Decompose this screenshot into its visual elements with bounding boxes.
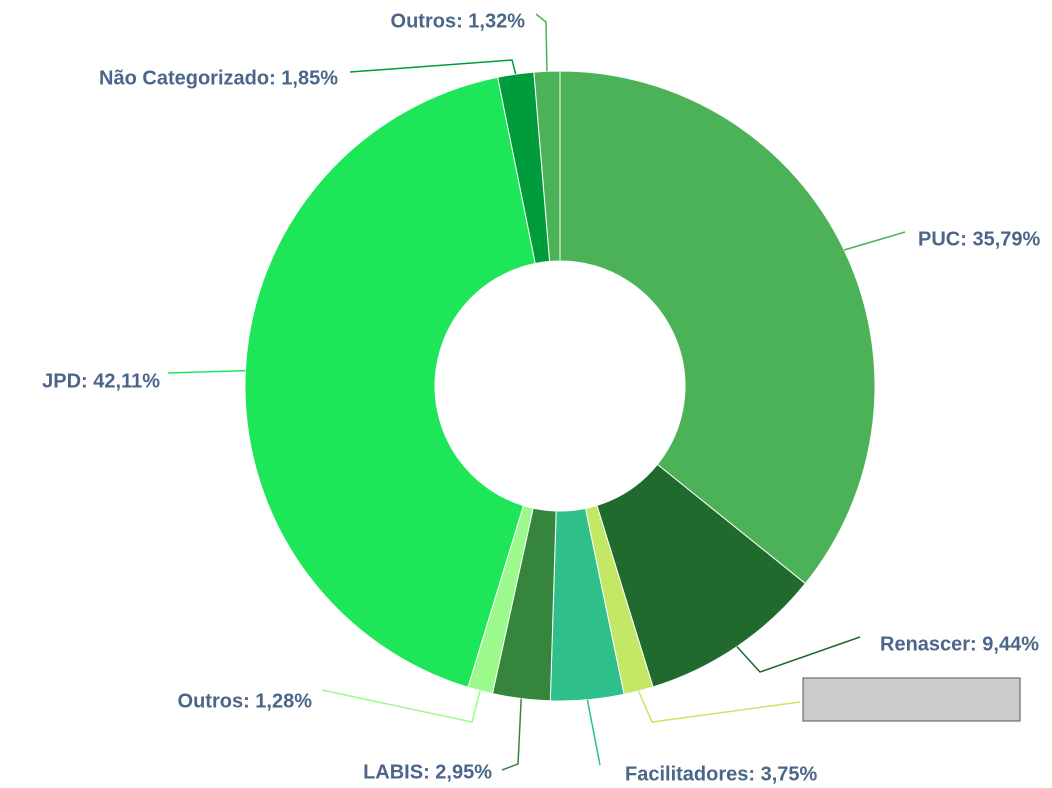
donut-slice bbox=[559, 70, 876, 585]
leader-line bbox=[736, 636, 861, 673]
leader-line bbox=[349, 59, 517, 75]
leader-line bbox=[637, 690, 801, 723]
hidden-label-box bbox=[802, 677, 1021, 722]
slice-label: PUC: 35,79% bbox=[918, 228, 1040, 250]
slice-label: Outros: 1,28% bbox=[178, 690, 313, 712]
donut-slice bbox=[244, 76, 536, 688]
slice-label: Não Categorizado: 1,85% bbox=[99, 67, 338, 89]
slice-label: JPD: 42,11% bbox=[42, 370, 160, 392]
leader-line bbox=[535, 13, 548, 72]
slice-label: Facilitadores: 3,75% bbox=[625, 763, 818, 785]
slice-label: LABIS: 2,95% bbox=[363, 761, 492, 783]
leader-line bbox=[321, 689, 481, 723]
slice-label: Outros: 1,32% bbox=[391, 10, 526, 32]
donut-slice bbox=[533, 70, 561, 262]
leader-line bbox=[501, 698, 522, 771]
slice-label: Renascer: 9,44% bbox=[880, 633, 1039, 655]
leader-line bbox=[167, 369, 246, 374]
donut-slice bbox=[596, 463, 807, 688]
leader-line bbox=[586, 699, 601, 766]
leader-line bbox=[843, 231, 906, 251]
